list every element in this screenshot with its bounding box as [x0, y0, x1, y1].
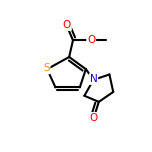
Text: S: S [43, 63, 50, 73]
Text: O: O [63, 20, 71, 30]
Text: N: N [90, 74, 97, 84]
Text: O: O [87, 35, 95, 45]
Text: O: O [89, 113, 98, 123]
